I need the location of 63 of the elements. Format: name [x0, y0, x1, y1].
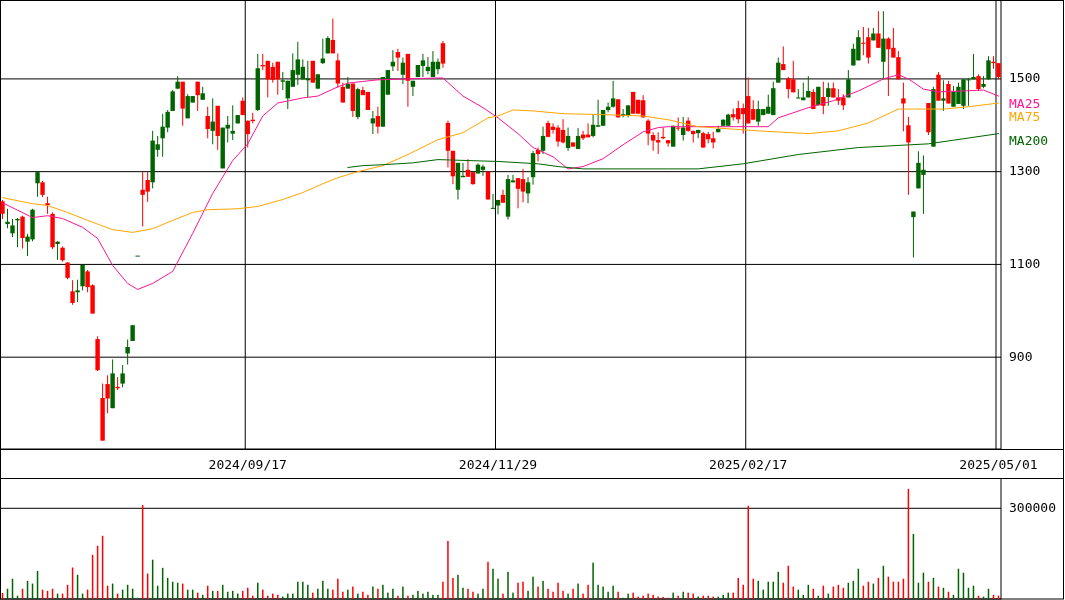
- candlestick: [941, 79, 946, 112]
- candlestick: [495, 199, 501, 215]
- candlestick: [876, 10, 881, 49]
- x-tick-label: 2025/05/01: [959, 456, 1038, 472]
- candlestick: [776, 57, 781, 84]
- candlestick: [575, 127, 581, 150]
- candlestick: [80, 264, 85, 291]
- candlestick: [555, 124, 561, 148]
- candlestick: [610, 80, 616, 109]
- line-series: [2, 102, 999, 233]
- y-tick-label: 900: [1009, 348, 1033, 364]
- candlestick: [195, 81, 200, 112]
- candlestick: [515, 177, 521, 209]
- x-tick-label: 2025/02/17: [709, 456, 788, 472]
- candlestick: [971, 53, 976, 80]
- candlestick: [540, 126, 546, 155]
- candlestick: [440, 40, 446, 69]
- candlestick: [340, 82, 346, 104]
- candlestick: [590, 113, 596, 138]
- candlestick: [525, 176, 531, 204]
- candlestick: [420, 53, 426, 78]
- text: 300000: [1009, 499, 1056, 515]
- candlestick: [490, 193, 496, 210]
- candlestick: [395, 48, 401, 72]
- candlestick: [756, 100, 761, 127]
- series-label: MA25: [1009, 95, 1041, 111]
- series-label: MA200: [1009, 133, 1049, 149]
- x-tick-label: 2024/09/17: [208, 456, 287, 472]
- x-tick-label: 2024/11/29: [458, 456, 538, 472]
- candlestick: [375, 106, 381, 135]
- candlestick: [786, 76, 791, 99]
- candlestick: [520, 168, 526, 203]
- candlestick: [120, 364, 125, 388]
- candlestick: [906, 116, 911, 196]
- y-tick-label: 1500: [1009, 70, 1041, 86]
- candlestick: [230, 104, 235, 141]
- candlestick: [650, 131, 656, 152]
- candlestick: [5, 208, 10, 229]
- candlestick: [75, 279, 80, 303]
- y-tick-label: 1100: [1009, 255, 1041, 271]
- candlestick: [901, 82, 906, 132]
- candlestick: [205, 106, 210, 139]
- y-tick-label: 1300: [1009, 163, 1041, 179]
- candlestick: [0, 199, 5, 220]
- candlestick: [55, 240, 60, 261]
- candlestick: [911, 211, 916, 258]
- candlestick: [565, 127, 571, 152]
- candlestick: [10, 218, 15, 238]
- candlestick: [20, 215, 25, 250]
- candlestick: [105, 374, 110, 414]
- candlestick: [881, 10, 886, 80]
- candlestick: [305, 60, 311, 98]
- series-label: MA75: [1009, 108, 1041, 124]
- candlestick: [821, 81, 826, 115]
- candlestick: [430, 50, 436, 78]
- candlestick: [35, 171, 40, 198]
- candlestick: [125, 339, 130, 366]
- candlestick: [826, 82, 831, 107]
- candlestick: [70, 279, 75, 306]
- candlestick: [400, 57, 406, 85]
- candlestick: [335, 52, 341, 89]
- candlestick: [370, 110, 376, 135]
- candlestick: [170, 89, 175, 112]
